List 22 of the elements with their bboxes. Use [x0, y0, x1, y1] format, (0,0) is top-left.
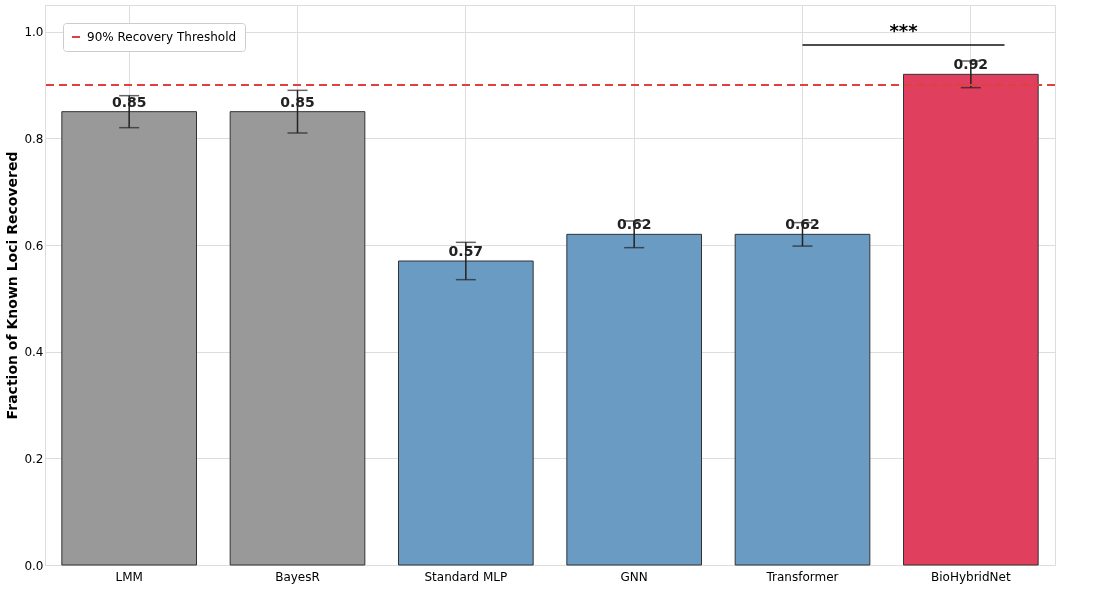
bar: [229, 111, 366, 566]
bar: [734, 233, 871, 566]
y-tick-label: 0.8: [24, 131, 44, 146]
y-tick-label: 0.2: [24, 451, 44, 466]
x-tick-label: GNN: [620, 569, 648, 584]
bar: [398, 260, 534, 566]
data-label: 0.62: [785, 216, 820, 233]
x-tick-label: BayesR: [275, 569, 320, 584]
bar: [566, 233, 702, 566]
bar: [903, 73, 1039, 566]
x-tick-label: LMM: [115, 569, 143, 584]
y-tick-label: 1.0: [24, 25, 44, 40]
y-tick-label: 0.0: [24, 558, 44, 573]
legend-label: 90% Recovery Threshold: [87, 30, 237, 44]
x-tick-label: BioHybridNet: [931, 569, 1011, 584]
y-axis-title: Fraction of Known Loci Recovered: [4, 151, 21, 420]
x-tick-label: Standard MLP: [424, 569, 508, 584]
x-tick-label: Transformer: [765, 569, 839, 584]
bar: [61, 111, 197, 566]
y-tick-label: 0.4: [24, 345, 44, 360]
annotation: ***: [889, 20, 919, 41]
y-tick-label: 0.6: [24, 238, 44, 253]
